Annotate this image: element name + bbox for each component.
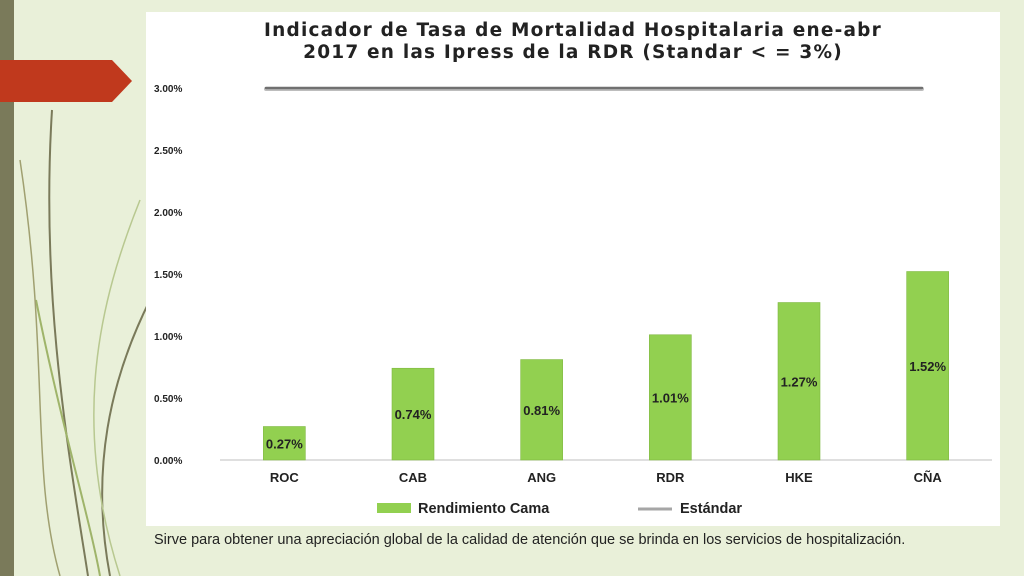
y-tick-label: 0.00%: [154, 456, 182, 467]
x-tick-label: CAB: [399, 470, 427, 485]
chart-title-line-2: 2017 en las Ipress de la RDR (Standar < …: [303, 42, 843, 63]
chart-title-line-1: Indicador de Tasa de Mortalidad Hospital…: [264, 20, 882, 41]
y-tick-label: 0.50%: [154, 394, 182, 405]
legend-label-estandar: Estándar: [680, 501, 742, 517]
bar-cab: [391, 367, 435, 461]
data-label-hke: 1.27%: [781, 374, 818, 389]
bar-ang: [520, 359, 563, 461]
bar-rdr: [649, 334, 692, 461]
legend-label-rendimiento: Rendimiento Cama: [418, 501, 550, 517]
y-tick-label: 1.00%: [154, 332, 182, 343]
chart-panel: Indicador de Tasa de Mortalidad Hospital…: [146, 12, 1000, 526]
data-label-rdr: 1.01%: [652, 390, 689, 405]
data-label-cña: 1.52%: [909, 359, 946, 374]
x-tick-label: HKE: [785, 470, 813, 485]
left-accent-strip: [0, 0, 14, 576]
x-tick-label: RDR: [656, 470, 685, 485]
bar-hke: [777, 302, 821, 461]
x-tick-label: CÑA: [914, 470, 943, 485]
bar-chart: 0.00% 0.50% 1.00% 1.50% 2.00% 2.50% 3.00% 0.27%…: [154, 84, 992, 517]
legend-swatch-rendimiento: [377, 503, 411, 513]
y-tick-label: 3.00%: [154, 84, 182, 95]
bar-roc: [263, 426, 306, 461]
decorative-curves: [19, 109, 151, 576]
x-tick-label: ROC: [270, 470, 300, 485]
bar-cña: [906, 271, 949, 461]
data-label-cab: 0.74%: [395, 407, 432, 422]
y-tick-label: 2.50%: [154, 146, 182, 157]
x-tick-label: ANG: [527, 470, 556, 485]
slide-caption: Sirve para obtener una apreciación globa…: [154, 532, 906, 548]
data-label-roc: 0.27%: [266, 436, 303, 451]
y-tick-label: 2.00%: [154, 208, 182, 219]
data-label-ang: 0.81%: [523, 403, 560, 418]
y-tick-label: 1.50%: [154, 270, 182, 281]
title-arrow-accent: [0, 60, 132, 102]
